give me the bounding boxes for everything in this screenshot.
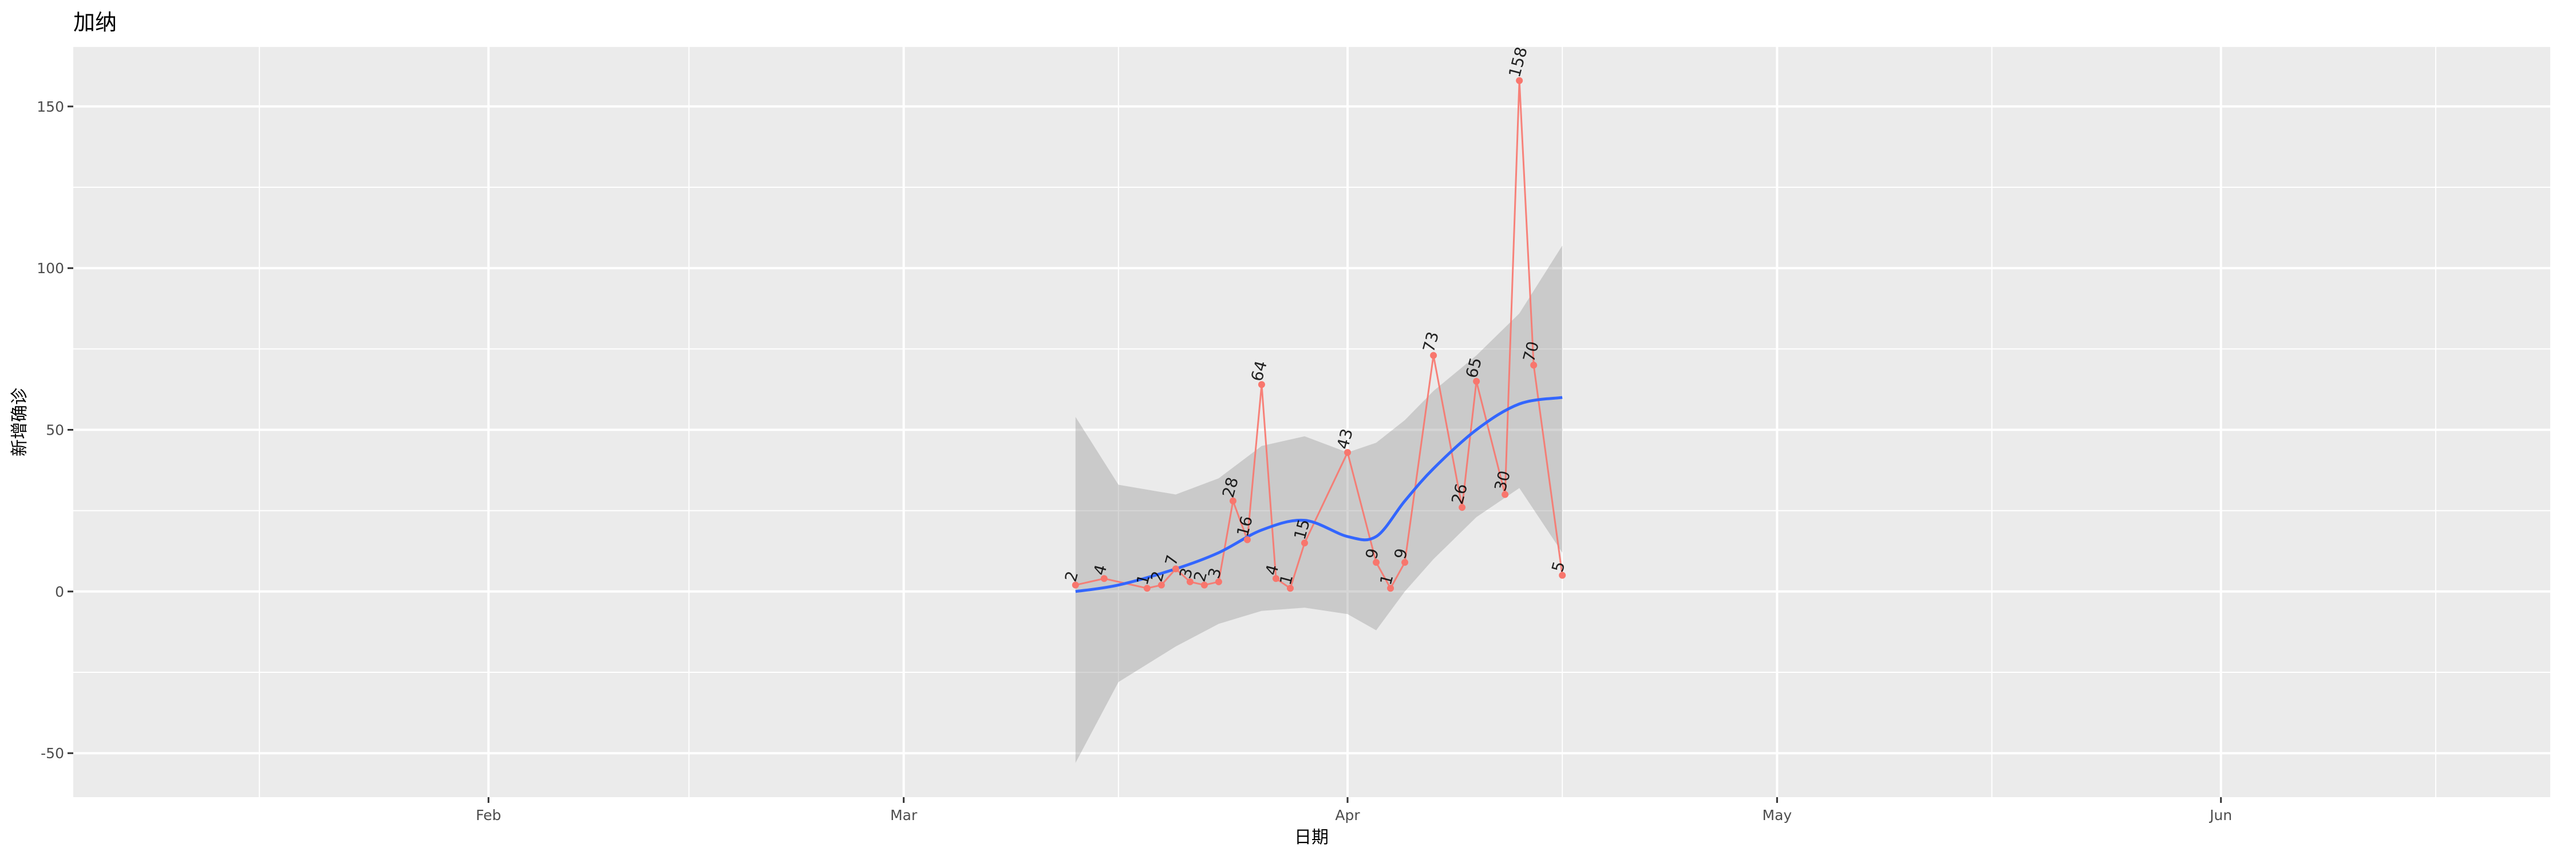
data-point: [1143, 585, 1151, 592]
x-axis: Feb Mar Apr May Jun: [476, 797, 2232, 823]
y-tick-label: 150: [37, 98, 64, 115]
data-point: [1387, 585, 1394, 592]
data-point: [1229, 497, 1236, 505]
data-point: [1530, 361, 1538, 369]
data-point: [1373, 559, 1380, 566]
data-point: [1258, 381, 1265, 388]
data-point: [1344, 449, 1352, 456]
confidence-ribbon-area: [1075, 245, 1563, 763]
data-point: [1459, 504, 1466, 511]
x-tick-label: Jun: [2208, 807, 2232, 823]
plot-panel: [73, 47, 2550, 797]
data-point: [1215, 578, 1222, 585]
data-point: [1243, 536, 1251, 543]
x-axis-title: 日期: [1294, 828, 1329, 848]
x-tick-label: Mar: [890, 807, 918, 823]
gridlines: [73, 47, 2550, 797]
x-tick-label: May: [1763, 807, 1792, 823]
data-point: [1200, 581, 1208, 589]
data-point: [1401, 559, 1409, 566]
data-point: [1072, 581, 1079, 589]
data-point: [1186, 578, 1194, 585]
data-point: [1301, 539, 1308, 547]
data-point: [1157, 581, 1165, 589]
data-point: [1516, 77, 1523, 84]
data-point: [1430, 352, 1437, 359]
y-tick-label: 100: [37, 260, 64, 277]
data-point: [1473, 377, 1480, 385]
y-axis-title: 新增确诊: [10, 388, 30, 456]
data-point: [1172, 565, 1179, 573]
x-tick-label: Apr: [1335, 807, 1360, 823]
chart-title: 加纳: [73, 10, 117, 35]
data-point: [1272, 575, 1279, 582]
y-axis: -50 0 50 100 150: [37, 98, 73, 762]
data-point: [1100, 575, 1108, 582]
x-tick-label: Feb: [476, 807, 501, 823]
y-tick-label: 50: [46, 422, 64, 439]
data-point: [1286, 585, 1294, 592]
y-tick-label: -50: [41, 745, 64, 762]
confidence-ribbon: [1075, 245, 1563, 763]
data-point: [1502, 491, 1509, 498]
data-point: [1559, 572, 1566, 579]
y-tick-label: 0: [55, 584, 64, 600]
